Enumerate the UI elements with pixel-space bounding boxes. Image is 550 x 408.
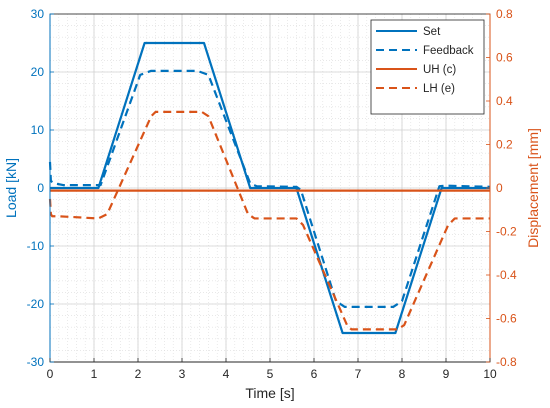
legend-label-feedback: Feedback — [423, 45, 474, 57]
x-tick-label: 0 — [47, 367, 54, 381]
x-tick-label: 5 — [267, 367, 274, 381]
y-tick-label-left: 0 — [37, 181, 44, 195]
x-tick-label: 7 — [355, 367, 362, 381]
y-axis-label-right: Displacement [mm] — [525, 128, 541, 248]
y-tick-label-left: 10 — [31, 123, 45, 137]
series-layer — [48, 41, 491, 335]
legend-label-uh: UH (c) — [423, 64, 456, 76]
y-tick-label-left: 20 — [31, 65, 45, 79]
legend-label-lh: LH (e) — [423, 83, 455, 95]
x-tick-label: 4 — [223, 367, 230, 381]
y-tick-label-right: -0.6 — [496, 312, 517, 326]
legend: Set Feedback UH (c) LH (e) — [370, 19, 485, 115]
x-tick-label: 2 — [135, 367, 142, 381]
series-line-set — [50, 41, 490, 335]
x-tick-label: 9 — [443, 367, 450, 381]
series-line-feedback — [48, 69, 491, 308]
y-tick-label-left: -10 — [27, 239, 45, 253]
x-tick-label: 6 — [311, 367, 318, 381]
y-tick-label-left: -30 — [27, 355, 45, 369]
y-tick-label-right: -0.4 — [496, 268, 517, 282]
legend-box — [370, 19, 485, 115]
ticks: 0 1 2 3 4 5 6 7 8 9 10 -30 -20 -10 0 10 20 30 -0.8 -0.6 -0.4… — [27, 7, 517, 381]
y-tick-label-right: -0.8 — [496, 355, 517, 369]
x-tick-label: 8 — [399, 367, 406, 381]
x-axis-label: Time [s] — [245, 385, 294, 401]
series-line-lh-e — [48, 110, 490, 331]
x-tick-label: 3 — [179, 367, 186, 381]
x-tick-label: 10 — [483, 367, 497, 381]
y-tick-label-right: 0.4 — [496, 94, 513, 108]
y-tick-label-right: 0 — [496, 181, 503, 195]
y-tick-label-right: 0.8 — [496, 7, 513, 21]
y-axis-label-left: Load [kN] — [3, 158, 19, 218]
x-tick-label: 1 — [91, 367, 98, 381]
y-tick-label-left: -20 — [27, 297, 45, 311]
y-tick-label-right: 0.2 — [496, 138, 513, 152]
y-tick-label-right: 0.6 — [496, 51, 513, 65]
y-tick-label-left: 30 — [31, 7, 45, 21]
y-tick-label-right: -0.2 — [496, 225, 517, 239]
legend-label-set: Set — [423, 26, 441, 38]
